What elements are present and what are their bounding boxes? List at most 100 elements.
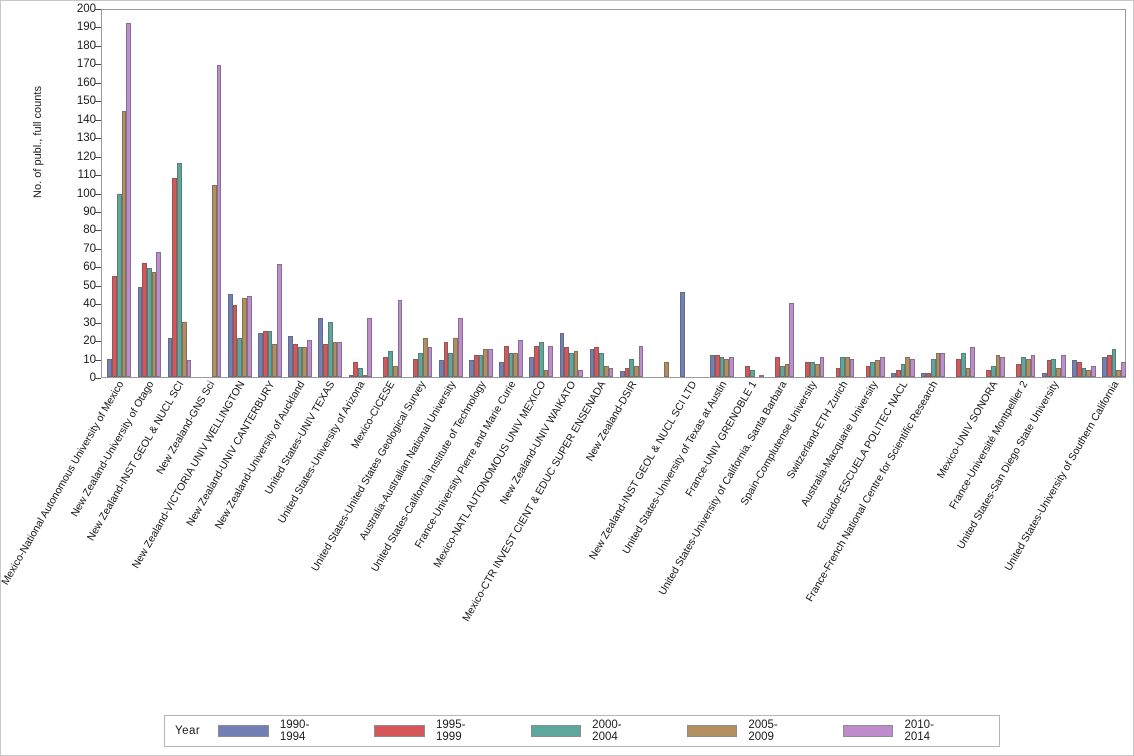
bar <box>1016 364 1022 377</box>
bar <box>1060 354 1066 377</box>
y-tick-label: 0 <box>89 372 96 384</box>
bar <box>457 317 463 377</box>
bar <box>895 369 901 377</box>
bar <box>488 349 493 377</box>
bar <box>619 371 625 377</box>
bar <box>478 354 484 377</box>
y-tick-mark <box>95 322 101 324</box>
bar <box>1111 349 1117 377</box>
bar <box>594 347 600 377</box>
y-tick-label: 120 <box>76 150 96 163</box>
bar-group <box>680 10 704 377</box>
bar <box>167 338 173 377</box>
bar-group <box>137 10 162 377</box>
bar <box>724 358 730 377</box>
bar-group <box>409 10 433 377</box>
bar <box>1076 362 1082 377</box>
y-tick-label: 190 <box>76 21 96 34</box>
bar <box>805 362 811 377</box>
y-tick-label: 40 <box>83 298 96 311</box>
y-tick-mark <box>95 64 101 66</box>
bar <box>518 340 523 377</box>
bar <box>573 351 579 377</box>
bar <box>638 345 644 377</box>
legend-label: 2005-2009 <box>748 719 778 743</box>
bar-group <box>771 10 795 377</box>
bar <box>422 338 428 377</box>
bar <box>529 356 535 377</box>
legend-item[interactable]: 1990-1994 <box>218 719 334 743</box>
bar <box>849 358 855 377</box>
legend-item[interactable]: 2010-2014 <box>842 719 959 743</box>
bar <box>358 367 363 377</box>
bar <box>1102 356 1107 377</box>
bar <box>146 268 152 377</box>
bar <box>237 338 243 377</box>
bar <box>297 347 303 377</box>
bar <box>323 343 328 377</box>
bar <box>276 264 282 377</box>
bar <box>921 373 927 377</box>
bar <box>1116 369 1122 377</box>
bar-group <box>439 10 463 377</box>
bar <box>543 369 549 377</box>
bar <box>784 364 790 377</box>
x-tick-label: United States-California Institute of Te… <box>368 379 489 574</box>
bar <box>891 373 896 377</box>
bar <box>775 356 780 377</box>
bar-group <box>1041 10 1066 377</box>
bar <box>719 356 725 377</box>
y-tick-label: 80 <box>83 224 96 237</box>
bar <box>1081 367 1087 377</box>
bar <box>548 345 553 377</box>
bar <box>448 353 454 377</box>
legend-swatch <box>218 725 269 737</box>
bar-group <box>288 10 312 377</box>
bar-group <box>952 10 976 377</box>
y-tick-label: 30 <box>83 316 96 329</box>
bar <box>332 341 338 377</box>
bar <box>302 347 308 377</box>
legend-swatch <box>686 725 738 737</box>
bar-group <box>710 10 734 377</box>
x-tick-label: United States-University of Southern Cal… <box>1002 379 1122 574</box>
bar-group <box>348 10 373 377</box>
bar <box>1041 373 1047 377</box>
bar <box>910 358 915 377</box>
y-tick-label: 200 <box>76 3 96 15</box>
y-tick-label: 170 <box>76 58 96 71</box>
bar-group <box>258 10 282 377</box>
bar <box>940 353 945 377</box>
legend-label: 1990-1994 <box>279 719 310 743</box>
bar <box>599 353 604 377</box>
bar-group <box>619 10 644 377</box>
bar <box>749 369 755 377</box>
legend-item[interactable]: 1995-1999 <box>374 719 490 743</box>
bar <box>1025 358 1031 377</box>
legend-swatch <box>842 725 894 737</box>
bar <box>242 297 247 377</box>
bar <box>990 365 996 377</box>
legend-item[interactable]: 2005-2009 <box>686 719 803 743</box>
bar <box>453 338 458 377</box>
y-tick-mark <box>95 119 101 121</box>
y-tick-label: 140 <box>76 113 96 126</box>
y-tick-label: 100 <box>76 187 96 200</box>
bar <box>844 356 850 377</box>
bar <box>629 358 635 377</box>
bar <box>1121 362 1126 377</box>
y-tick-mark <box>95 175 101 177</box>
bar <box>258 332 263 377</box>
bar <box>216 65 222 377</box>
bar <box>367 317 373 377</box>
bar <box>1046 360 1052 377</box>
y-tick-mark <box>95 359 101 361</box>
bar <box>116 194 122 377</box>
bar <box>1056 367 1061 377</box>
legend-item[interactable]: 2000-2004 <box>530 719 647 743</box>
bar-group <box>529 10 553 377</box>
y-tick-mark <box>95 45 101 47</box>
bar <box>262 330 268 377</box>
bar <box>865 365 871 377</box>
bar-group <box>469 10 493 377</box>
